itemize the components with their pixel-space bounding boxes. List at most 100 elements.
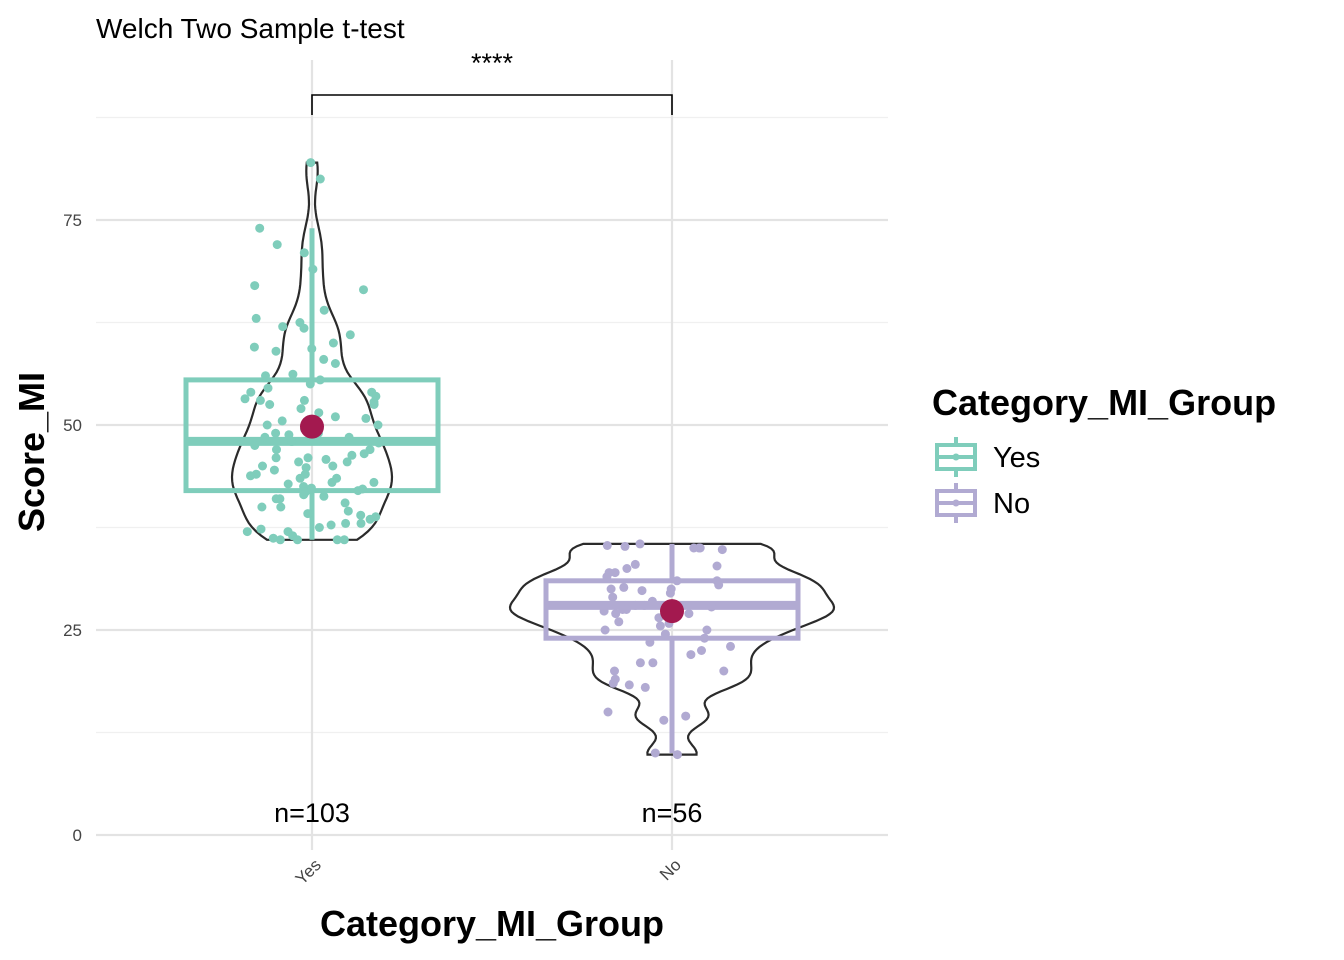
mean-markers — [300, 414, 684, 624]
data-point — [624, 680, 634, 690]
data-point — [647, 596, 657, 606]
data-point — [250, 281, 260, 291]
data-point — [614, 617, 624, 627]
data-point — [650, 748, 660, 758]
data-point — [608, 592, 618, 602]
data-point — [339, 535, 349, 545]
data-point — [321, 454, 331, 464]
boxplots — [183, 228, 801, 753]
data-point — [619, 582, 629, 592]
data-point — [299, 395, 309, 405]
data-point — [343, 506, 353, 516]
data-point — [712, 561, 722, 571]
data-point — [726, 641, 735, 651]
data-point — [332, 535, 342, 545]
data-point — [344, 432, 354, 442]
data-point — [635, 539, 645, 549]
data-point — [622, 564, 632, 573]
data-point — [261, 371, 270, 381]
data-point — [702, 625, 712, 635]
data-point — [308, 264, 318, 274]
data-point — [276, 502, 286, 512]
legend-key-point — [952, 499, 960, 507]
data-point — [374, 438, 384, 448]
data-point — [271, 428, 281, 438]
data-point — [342, 457, 352, 467]
data-point — [648, 658, 658, 668]
data-point — [606, 584, 616, 594]
data-point — [665, 588, 675, 598]
data-point — [719, 666, 729, 676]
data-point — [358, 484, 368, 494]
data-point — [686, 650, 696, 660]
data-point — [255, 223, 265, 233]
data-point — [306, 158, 316, 168]
mean-point — [660, 599, 684, 624]
data-point — [299, 490, 309, 500]
data-point — [630, 559, 640, 569]
data-point — [328, 338, 338, 348]
n-label: n=103 — [274, 798, 350, 828]
significance-label: **** — [471, 48, 514, 78]
data-point — [271, 346, 281, 356]
data-point — [265, 400, 275, 409]
y-axis-title: Score_MI — [11, 372, 52, 532]
data-point — [599, 606, 609, 616]
data-point — [260, 432, 270, 442]
data-point — [272, 240, 282, 250]
data-point — [257, 502, 267, 512]
significance-bracket: **** — [311, 48, 673, 115]
data-point — [345, 330, 355, 340]
data-point — [319, 491, 329, 501]
data-point — [330, 359, 340, 368]
data-point — [326, 520, 336, 530]
data-point — [608, 678, 618, 688]
data-point — [707, 602, 716, 612]
data-point — [621, 605, 631, 614]
data-point — [637, 586, 647, 596]
bracket-line — [311, 94, 673, 115]
data-point — [369, 400, 379, 409]
data-point — [347, 450, 357, 460]
legend: Category_MI_Group Yes No — [932, 382, 1276, 523]
data-point — [303, 453, 313, 463]
data-point — [315, 174, 325, 184]
y-tick-label: 25 — [63, 621, 82, 640]
data-point — [603, 707, 613, 717]
data-point — [611, 609, 621, 619]
data-point — [250, 441, 260, 450]
data-point — [275, 535, 285, 545]
data-point — [301, 463, 311, 473]
y-tick-label: 0 — [73, 826, 82, 845]
data-point — [246, 387, 256, 397]
y-tick-label: 75 — [63, 211, 82, 230]
y-tick-label: 50 — [63, 416, 82, 435]
data-point — [639, 600, 649, 610]
data-point — [283, 479, 293, 489]
data-point — [315, 375, 325, 385]
legend-item-yes: Yes — [935, 437, 1040, 477]
data-point — [714, 580, 724, 590]
data-point — [630, 600, 640, 610]
data-point — [299, 248, 309, 258]
data-point — [278, 322, 288, 332]
data-point — [640, 682, 650, 692]
data-point — [256, 524, 266, 534]
jitter-points — [240, 158, 735, 760]
data-point — [359, 285, 368, 295]
data-point — [689, 543, 699, 553]
data-point — [271, 453, 281, 463]
data-point — [246, 471, 255, 481]
mean-point — [300, 414, 324, 439]
legend-title: Category_MI_Group — [932, 382, 1276, 423]
grid-lines — [96, 60, 888, 850]
n-label: n=56 — [642, 798, 703, 828]
data-point — [319, 354, 329, 364]
data-point — [602, 572, 612, 582]
data-point — [303, 509, 313, 519]
data-point — [268, 533, 278, 543]
data-point — [672, 576, 682, 586]
data-point — [314, 408, 324, 418]
data-point — [697, 646, 706, 655]
